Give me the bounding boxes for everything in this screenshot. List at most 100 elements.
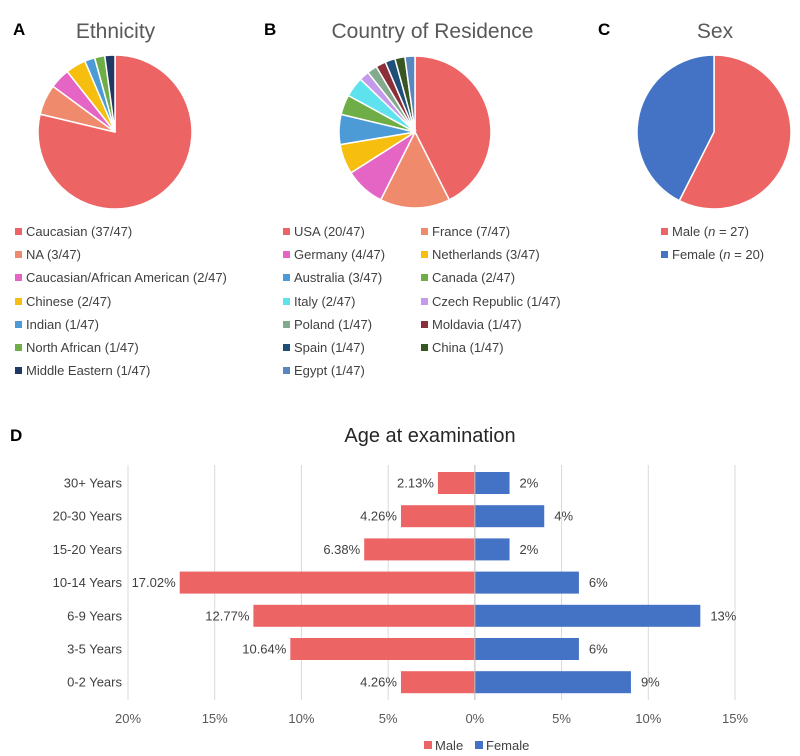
male-bar-30-years <box>437 472 475 494</box>
country-legend-item: China (1/47) <box>421 336 571 359</box>
ethnicity-legend-swatch <box>15 297 22 305</box>
ethnicity-legend-label: Caucasian (37/47) <box>26 224 133 240</box>
country-legend-item: Italy (2/47) <box>283 290 421 313</box>
country-legend-label: Australia (3/47) <box>294 270 383 286</box>
ethnicity-legend-label: Caucasian/African American (2/47) <box>26 270 227 286</box>
sex-slice-male <box>678 54 792 210</box>
ethnicity-pie-chart <box>37 54 193 210</box>
panel-letter-b: B <box>264 20 277 39</box>
female-bar-30-years <box>474 472 510 494</box>
sex-legend-swatch <box>661 251 668 259</box>
country-legend-item: Egypt (1/47) <box>283 359 421 382</box>
country-legend-label: Germany (4/47) <box>294 247 386 263</box>
ethnicity-legend-label: Middle Eastern (1/47) <box>26 363 151 379</box>
female-value-label: 9% <box>641 675 660 690</box>
country-legend-item: Australia (3/47) <box>283 266 421 289</box>
legend-swatch-male <box>424 741 432 749</box>
sex-legend-item: Female (n = 20) <box>661 243 764 266</box>
country-legend-label: France (7/47) <box>432 224 511 240</box>
category-label: 30+ Years <box>64 476 123 491</box>
x-tick-label: 10% <box>288 711 314 726</box>
sex-legend-item: Male (n = 27) <box>661 220 764 243</box>
ethnicity-legend-item: Indian (1/47) <box>15 313 227 336</box>
country-slice-usa <box>414 55 492 201</box>
country-pie-chart <box>338 55 492 209</box>
sex-chart-title: Sex <box>696 20 734 43</box>
male-bar-6-9-years <box>253 604 475 627</box>
ethnicity-legend-label: NA (3/47) <box>26 247 81 263</box>
sex-pie-chart <box>636 54 792 210</box>
ethnicity-legend-swatch <box>15 228 22 236</box>
female-bar-0-2-years <box>474 671 631 694</box>
x-tick-label: 15% <box>202 711 228 726</box>
category-label: 20-30 Years <box>53 509 123 524</box>
female-bar-10-14-years <box>474 571 579 594</box>
legend-swatch-female <box>475 741 483 749</box>
x-tick-label: 15% <box>722 711 748 726</box>
country-legend-swatch <box>283 228 290 236</box>
country-legend-item: Germany (4/47) <box>283 243 421 266</box>
male-bar-10-14-years <box>179 571 475 594</box>
category-label: 3-5 Years <box>67 642 122 657</box>
country-slice-egypt <box>404 55 416 133</box>
x-tick-label: 5% <box>379 711 398 726</box>
country-legend-item: Moldavia (1/47) <box>421 313 571 336</box>
female-value-label: 13% <box>710 608 736 623</box>
ethnicity-legend-item: Chinese (2/47) <box>15 290 227 313</box>
ethnicity-legend-swatch <box>15 251 22 259</box>
country-legend-item: Poland (1/47) <box>283 313 421 336</box>
panel-letter-a: A <box>13 20 26 39</box>
ethnicity-legend-item: NA (3/47) <box>15 243 227 266</box>
sex-legend-swatch <box>661 228 668 236</box>
ethnicity-legend-item: North African (1/47) <box>15 336 227 359</box>
male-value-label: 6.38% <box>323 542 360 557</box>
sex-legend-label: Male (n = 27) <box>672 224 749 240</box>
category-label: 6-9 Years <box>67 608 122 623</box>
male-bar-0-2-years <box>400 671 475 694</box>
country-legend: USA (20/47) France (7/47) Germany (4/47) Ne… <box>283 220 571 382</box>
male-bar-15-20-years <box>364 538 475 561</box>
country-legend-item: France (7/47) <box>421 220 571 243</box>
x-tick-label: 5% <box>552 711 571 726</box>
country-legend-item: Canada (2/47) <box>421 266 571 289</box>
country-legend-label: Poland (1/47) <box>294 316 373 332</box>
female-bar-15-20-years <box>474 538 510 561</box>
country-legend-label: China (1/47) <box>432 340 504 356</box>
country-legend-swatch <box>283 274 290 282</box>
ethnicity-legend: Caucasian (37/47) NA (3/47) Caucasian/Afri… <box>15 220 227 382</box>
male-value-label: 10.64% <box>242 642 287 657</box>
country-legend-label: USA (20/47) <box>294 224 365 240</box>
age-chart-legend: Male Female <box>424 738 529 753</box>
country-legend-item: Czech Republic (1/47) <box>421 290 571 313</box>
female-value-label: 2% <box>520 542 539 557</box>
legend-label-male: Male <box>435 738 463 753</box>
male-bar-20-30-years <box>400 505 475 528</box>
age-chart-title: Age at examination <box>344 425 516 447</box>
x-tick-label: 20% <box>115 711 141 726</box>
country-legend-swatch <box>283 344 290 352</box>
sex-slice-female <box>636 54 715 202</box>
female-value-label: 4% <box>554 509 573 524</box>
country-legend-item: Spain (1/47) <box>283 336 421 359</box>
male-value-label: 12.77% <box>205 608 250 623</box>
x-tick-label: 10% <box>635 711 661 726</box>
ethnicity-legend-swatch <box>15 367 22 375</box>
country-legend-label: Italy (2/47) <box>294 293 356 309</box>
country-legend-label: Egypt (1/47) <box>294 363 365 379</box>
country-legend-item: Netherlands (3/47) <box>421 243 571 266</box>
x-tick-label: 0% <box>465 711 484 726</box>
country-legend-label: Canada (2/47) <box>432 270 516 286</box>
country-legend-label: Moldavia (1/47) <box>432 316 522 332</box>
country-legend-swatch <box>421 344 428 352</box>
ethnicity-legend-swatch <box>15 320 22 328</box>
category-label: 10-14 Years <box>53 575 123 590</box>
female-value-label: 2% <box>520 476 539 491</box>
ethnicity-legend-item: Caucasian/African American (2/47) <box>15 266 227 289</box>
country-legend-label: Netherlands (3/47) <box>432 247 540 263</box>
panel-letter-c: C <box>598 20 611 39</box>
ethnicity-legend-item: Caucasian (37/47) <box>15 220 227 243</box>
ethnicity-chart-title: Ethnicity <box>75 20 156 43</box>
country-legend-swatch <box>283 251 290 259</box>
ethnicity-legend-label: Chinese (2/47) <box>26 293 112 309</box>
male-value-label: 4.26% <box>360 509 397 524</box>
